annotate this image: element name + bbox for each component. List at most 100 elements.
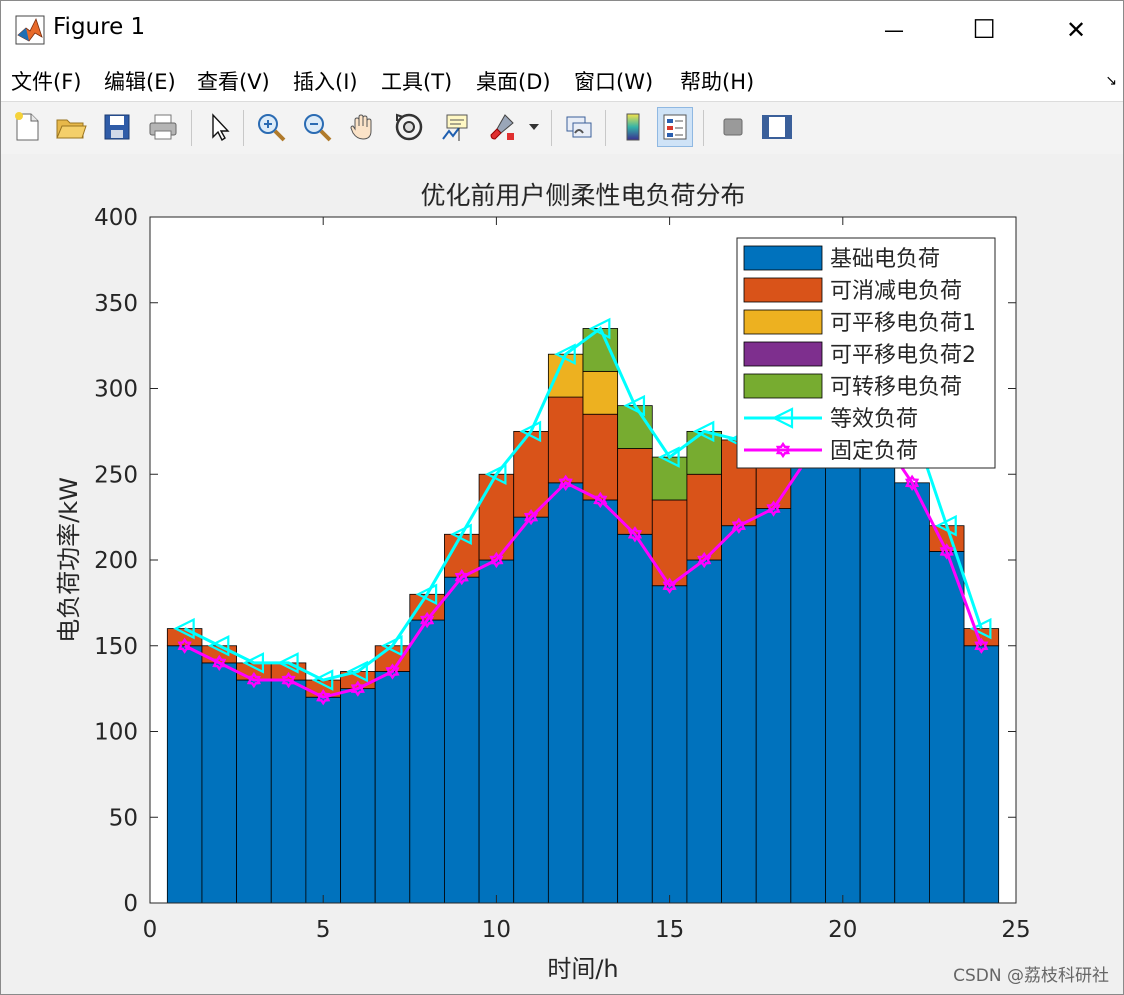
marker-l0-x15 (658, 446, 680, 468)
bar-segment-s0-x5 (305, 696, 341, 904)
x-tick-label: 0 (143, 917, 158, 943)
bar-segment-s0-x9 (444, 576, 480, 904)
zoom-in-icon[interactable] (253, 107, 289, 147)
y-axis-label: 电负荷功率/kW (55, 477, 83, 643)
link-plot-icon[interactable] (561, 107, 597, 147)
brush-dropdown-icon[interactable] (525, 107, 543, 147)
marker-l0-x2 (207, 634, 230, 657)
marker-l0-x16 (692, 420, 715, 443)
bar-segment-s0-x11 (513, 516, 549, 904)
dock-arrow-icon[interactable]: ↘ (1105, 73, 1117, 89)
title-bar: Figure 1 — ☐ ✕ (1, 1, 1123, 59)
legend-swatch (743, 309, 823, 335)
legend-label: 基础电负荷 (830, 247, 940, 272)
menu-window[interactable]: 窗口(W) (574, 70, 654, 94)
toolbar-separator (243, 110, 244, 146)
data-cursor-icon[interactable] (437, 107, 473, 147)
insert-legend-icon[interactable] (657, 107, 693, 147)
menu-edit[interactable]: 编辑(E) (104, 70, 176, 94)
marker-l1-x11 (523, 508, 539, 526)
menu-insert[interactable]: 插入(I) (293, 70, 358, 94)
bar-segment-s1-x2 (201, 645, 238, 664)
menu-help[interactable]: 帮助(H) (680, 70, 755, 94)
menu-file[interactable]: 文件(F) (11, 70, 82, 94)
legend-label: 可平移电负荷1 (830, 311, 976, 336)
bar-segment-s0-x16 (686, 559, 722, 904)
y-tick-label: 400 (94, 205, 138, 231)
marker-l1-x24 (974, 637, 989, 654)
bar-segment-s0-x19 (790, 456, 826, 904)
x-axis-label: 时间/h (547, 955, 618, 983)
rotate-3d-icon[interactable] (391, 107, 427, 147)
print-icon[interactable] (145, 107, 181, 147)
marker-l1-x3 (246, 671, 261, 689)
x-tick-label: 20 (828, 917, 857, 943)
y-tick-label: 50 (109, 805, 138, 831)
bar-segment-s0-x22 (894, 482, 930, 904)
legend-label: 可转移电负荷 (830, 375, 962, 400)
y-tick-label: 200 (94, 548, 138, 574)
y-tick-label: 300 (94, 377, 138, 403)
show-plot-tools-icon[interactable] (759, 107, 795, 147)
menu-tools[interactable]: 工具(T) (381, 70, 453, 94)
toolbar-separator (191, 110, 192, 146)
marker-l1-x15 (662, 577, 677, 594)
marker-l1-x4 (281, 671, 296, 689)
x-tick-label: 15 (655, 917, 684, 943)
minimize-button[interactable]: — (849, 1, 939, 59)
marker-l1-x2 (212, 654, 227, 672)
new-figure-icon[interactable] (9, 107, 45, 147)
toolbar-separator (703, 110, 704, 146)
bar-segment-s1-x15 (651, 499, 688, 587)
marker-l1-x16 (697, 551, 712, 569)
bar-segment-s0-x8 (409, 619, 445, 904)
watermark: CSDN @荔枝科研社 (953, 966, 1109, 986)
bar-segment-s0-x21 (859, 430, 896, 904)
legend-swatch (743, 277, 823, 303)
marker-l1-x8 (420, 611, 435, 629)
bar-segment-s0-x14 (617, 533, 653, 904)
menu-desktop[interactable]: 桌面(D) (476, 70, 551, 94)
pan-hand-icon[interactable] (345, 107, 381, 147)
bar-segment-s0-x10 (478, 559, 515, 904)
legend-label: 可消减电负荷 (830, 279, 962, 304)
insert-colorbar-icon[interactable] (615, 107, 651, 147)
marker-l0-x13 (588, 317, 611, 340)
figure-canvas: 0 5 10 15 20 25 0 50 100 150 200 250 300 350 400 优化前用户… (1, 154, 1123, 994)
y-tick-label: 0 (123, 891, 138, 917)
marker-l0-x8 (415, 583, 438, 606)
zoom-out-icon[interactable] (299, 107, 335, 147)
marker-l0-x14 (623, 394, 646, 417)
figure-toolbar (1, 101, 1123, 155)
legend-marker (775, 441, 791, 459)
bar-segment-s1-x12 (547, 396, 584, 484)
menu-view[interactable]: 查看(V) (197, 70, 270, 94)
edit-plot-arrow-icon[interactable] (201, 107, 237, 147)
bar-segment-s4-x16 (686, 430, 722, 475)
x-tick-label: 25 (1001, 917, 1030, 943)
maximize-button[interactable]: ☐ (939, 1, 1029, 59)
bar-segment-s1-x1 (166, 628, 203, 647)
bar-segment-s0-x7 (374, 671, 411, 904)
marker-l0-x5 (311, 669, 334, 691)
open-file-icon[interactable] (53, 107, 89, 147)
save-icon[interactable] (99, 107, 135, 147)
marker-l1-x13 (593, 491, 608, 509)
marker-l1-x17 (731, 517, 746, 534)
hide-plot-tools-icon[interactable] (715, 107, 751, 147)
marker-l0-x9 (450, 523, 472, 546)
matlab-logo-icon (15, 15, 45, 45)
bar-segment-s0-x17 (721, 525, 757, 904)
bar-segment-s0-x4 (270, 679, 307, 904)
close-button[interactable]: ✕ (1031, 1, 1121, 59)
marker-l1-x1 (177, 637, 192, 654)
brush-icon[interactable] (483, 107, 519, 147)
marker-l1-x18 (766, 500, 781, 517)
x-tick-label: 10 (482, 917, 511, 943)
marker-l0-x23 (935, 514, 957, 537)
marker-l1-x7 (385, 663, 400, 680)
toolbar-separator (551, 110, 552, 146)
y-tick-label: 250 (94, 462, 138, 488)
bar-segment-s0-x2 (201, 662, 238, 904)
